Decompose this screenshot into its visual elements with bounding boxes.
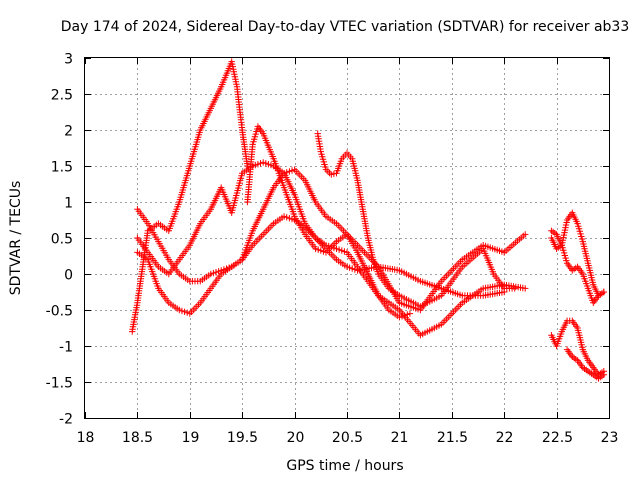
series-track-h	[548, 227, 607, 306]
y-tick-label: -2	[59, 412, 73, 428]
x-tick-label: 18.5	[122, 430, 153, 446]
grid	[85, 58, 609, 418]
data-point	[600, 288, 607, 296]
x-tick-label: 20	[287, 430, 305, 446]
series-track-a	[129, 58, 251, 335]
y-tick-label: 3	[64, 52, 73, 68]
data-point	[600, 371, 607, 378]
data-point	[522, 231, 529, 238]
data-point	[322, 242, 330, 249]
data-point	[335, 246, 343, 253]
x-tick-label: 21	[391, 430, 409, 446]
y-tick-label: 0.5	[51, 232, 73, 248]
data-point	[511, 285, 518, 292]
y-tick-label: -0.5	[46, 304, 73, 320]
data-point	[283, 214, 290, 221]
x-tick-label: 19	[182, 430, 200, 446]
x-tick-label: 22.5	[542, 430, 573, 446]
x-tick-label: 18	[77, 430, 95, 446]
y-axis-title: SDTVAR / TECUs	[8, 181, 24, 296]
axes: 18 18.5 19 19.5 20 20.5 21 21.5 22 22.5 23-2-1.5-1…	[46, 52, 619, 447]
x-tick-label: 23	[601, 430, 619, 446]
x-tick-label: 22	[496, 430, 514, 446]
data-points	[129, 58, 607, 382]
data-point	[406, 310, 414, 317]
y-tick-label: 0	[64, 268, 73, 284]
y-tick-label: 1.5	[51, 160, 73, 176]
series-track-e	[134, 206, 529, 339]
plot-frame	[84, 57, 610, 419]
data-point	[522, 285, 529, 292]
y-tick-label: -1	[59, 340, 73, 356]
x-tick-label: 20.5	[332, 430, 363, 446]
x-tick-label: 19.5	[227, 430, 258, 446]
data-point	[178, 307, 186, 315]
series-track-f	[314, 130, 518, 310]
y-tick-label: 1	[64, 196, 73, 212]
y-tick-label: 2.5	[51, 88, 73, 104]
series-track-j	[563, 346, 607, 382]
series-track-c	[134, 166, 414, 321]
x-tick-label: 21.5	[437, 430, 468, 446]
y-tick-label: -1.5	[46, 376, 73, 392]
data-point	[218, 267, 225, 274]
data-point	[349, 265, 356, 272]
series-track-i	[548, 317, 607, 378]
y-tick-label: 2	[64, 124, 73, 140]
x-axis-title: GPS time / hours	[286, 458, 403, 474]
chart-title: Day 174 of 2024, Sidereal Day-to-day VTE…	[61, 19, 630, 35]
